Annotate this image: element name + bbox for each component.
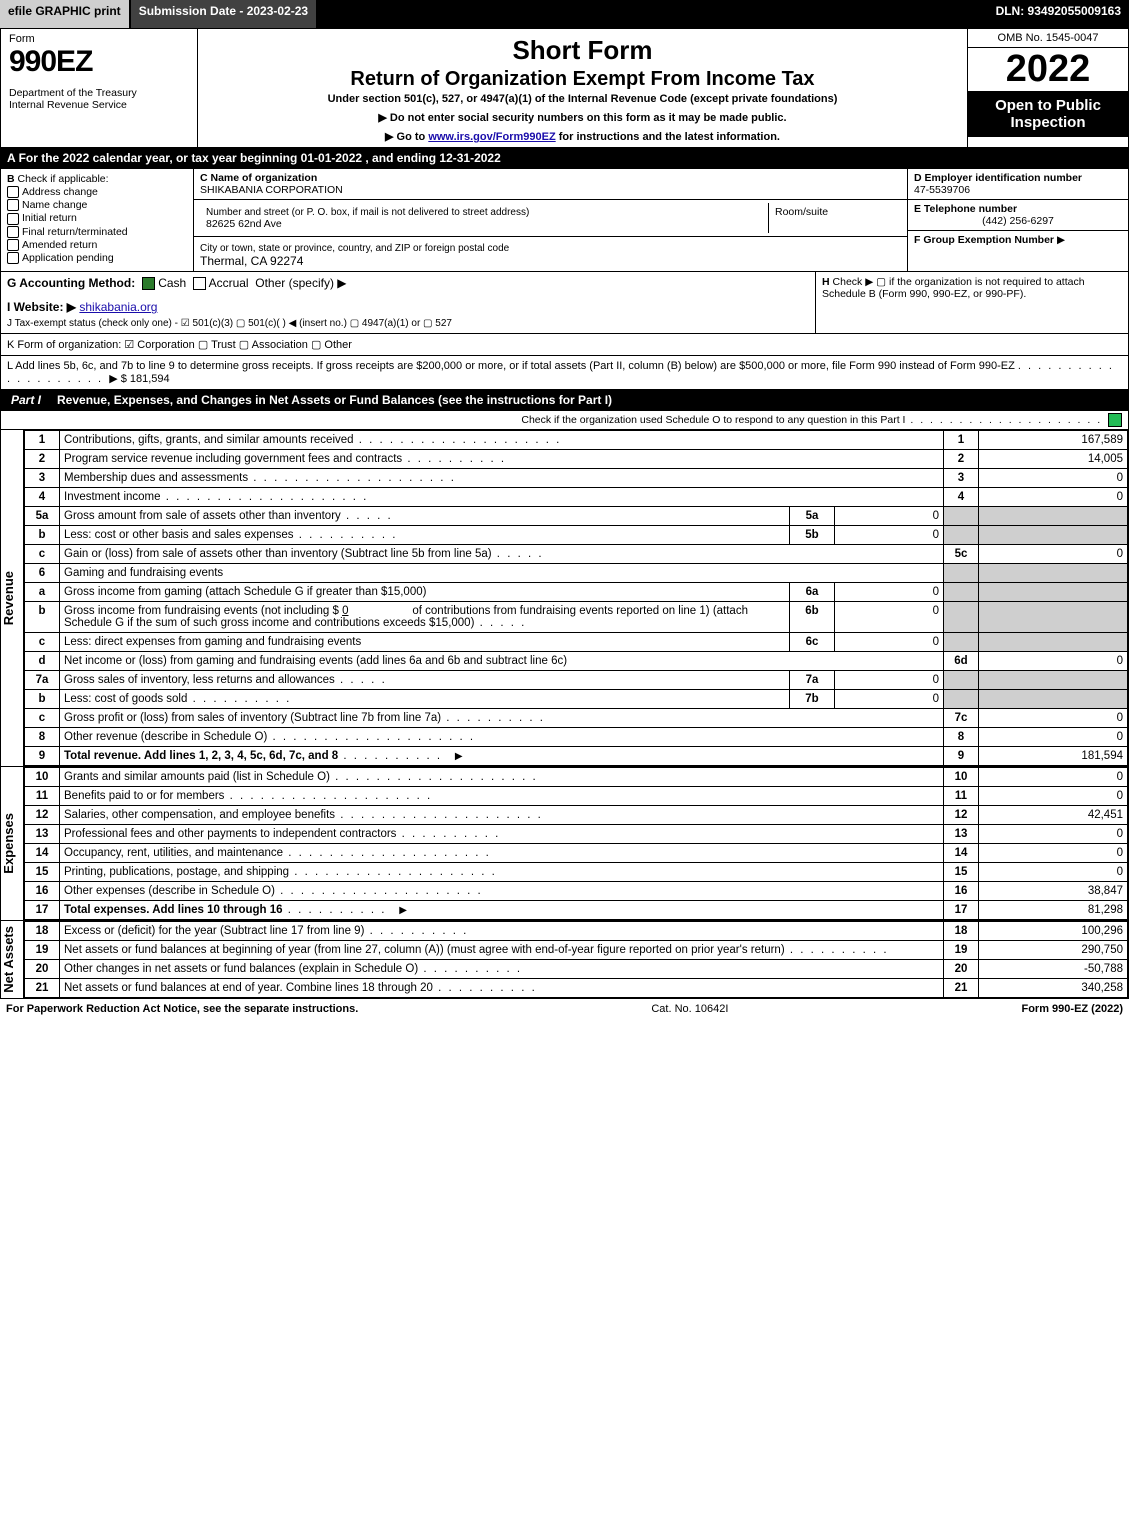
h-box: H Check ▶ ▢ if the organization is not r… (815, 272, 1128, 333)
line-6d-val: 0 (979, 652, 1128, 671)
subtitle: Under section 501(c), 527, or 4947(a)(1)… (206, 93, 959, 105)
open-public: Open to Public Inspection (968, 91, 1128, 137)
dln: DLN: 93492055009163 (988, 0, 1129, 28)
line-8-val: 0 (979, 728, 1128, 747)
side-revenue: Revenue (1, 571, 23, 625)
line-13-val: 0 (979, 825, 1128, 844)
line-7c-val: 0 (979, 709, 1128, 728)
l-line: L Add lines 5b, 6c, and 7b to line 9 to … (0, 356, 1129, 390)
col-b: B Check if applicable: Address change Na… (1, 169, 194, 271)
g-label: G Accounting Method: (7, 276, 135, 290)
chk-initial-return[interactable]: Initial return (7, 212, 187, 224)
line-2-val: 14,005 (979, 450, 1128, 469)
netassets-table: 18Excess or (deficit) for the year (Subt… (24, 921, 1128, 998)
org-name: SHIKABANIA CORPORATION (200, 184, 343, 196)
page-footer: For Paperwork Reduction Act Notice, see … (0, 999, 1129, 1019)
line-14-val: 0 (979, 844, 1128, 863)
tax-year: 2022 (968, 48, 1128, 91)
header-mid: Short Form Return of Organization Exempt… (198, 29, 967, 147)
section-bcdef: B Check if applicable: Address change Na… (0, 169, 1129, 272)
note-ssn: ▶ Do not enter social security numbers o… (206, 111, 959, 124)
k-line: K Form of organization: ☑ Corporation ▢ … (0, 334, 1129, 356)
chk-accrual[interactable] (193, 277, 206, 290)
website-link[interactable]: shikabania.org (79, 300, 157, 314)
chk-amended[interactable]: Amended return (7, 239, 187, 251)
part-i-label: Part I (1, 390, 51, 410)
line-11-val: 0 (979, 787, 1128, 806)
ein: 47-5539706 (914, 184, 970, 196)
footer-catno: Cat. No. 10642I (651, 1003, 728, 1015)
expenses-block: Expenses 10Grants and similar amounts pa… (0, 767, 1129, 921)
form-number: 990EZ (9, 45, 189, 79)
room-label: Room/suite (769, 203, 901, 233)
j-tax-exempt: J Tax-exempt status (check only one) - ☑… (7, 318, 809, 329)
footer-right: Form 990-EZ (2022) (1021, 1003, 1123, 1015)
addr-label: Number and street (or P. O. box, if mail… (206, 207, 529, 218)
footer-left: For Paperwork Reduction Act Notice, see … (6, 1003, 358, 1015)
expenses-table: 10Grants and similar amounts paid (list … (24, 767, 1128, 920)
line-17-val: 81,298 (979, 901, 1128, 920)
line-5c-val: 0 (979, 545, 1128, 564)
chk-final-return[interactable]: Final return/terminated (7, 226, 187, 238)
line-15-val: 0 (979, 863, 1128, 882)
irs-link[interactable]: www.irs.gov/Form990EZ (428, 131, 555, 143)
line-4-val: 0 (979, 488, 1128, 507)
omb: OMB No. 1545-0047 (968, 29, 1128, 48)
efile-print: efile GRAPHIC print (0, 0, 131, 28)
phone: (442) 256-6297 (914, 215, 1122, 227)
chk-name-change[interactable]: Name change (7, 199, 187, 211)
line-12-val: 42,451 (979, 806, 1128, 825)
line-20-val: -50,788 (979, 960, 1128, 979)
line-21-val: 340,258 (979, 979, 1128, 998)
side-netassets: Net Assets (1, 926, 23, 993)
gross-receipts: ▶ $ 181,594 (109, 373, 169, 385)
title-return: Return of Organization Exempt From Incom… (206, 68, 959, 91)
chk-cash[interactable] (142, 277, 155, 290)
line-18-val: 100,296 (979, 922, 1128, 941)
side-expenses: Expenses (1, 813, 23, 874)
top-bar: efile GRAPHIC print Submission Date - 20… (0, 0, 1129, 28)
schedule-o-check: Check if the organization used Schedule … (0, 411, 1129, 430)
netassets-block: Net Assets 18Excess or (deficit) for the… (0, 921, 1129, 999)
city-label: City or town, state or province, country… (200, 243, 509, 254)
line-9-val: 181,594 (979, 747, 1128, 766)
submission-date: Submission Date - 2023-02-23 (131, 0, 318, 28)
city-state-zip: Thermal, CA 92274 (200, 254, 303, 268)
section-a: A For the 2022 calendar year, or tax yea… (0, 148, 1129, 169)
col-def: D Employer identification number47-55397… (907, 169, 1128, 271)
note-goto: ▶ Go to www.irs.gov/Form990EZ for instru… (206, 130, 959, 143)
dept: Department of the Treasury Internal Reve… (9, 87, 189, 111)
phone-label: E Telephone number (914, 203, 1017, 215)
form-word: Form (9, 33, 189, 45)
line-19-val: 290,750 (979, 941, 1128, 960)
website-label: I Website: ▶ (7, 300, 76, 314)
header-left: Form 990EZ Department of the Treasury In… (1, 29, 198, 147)
part-i-title: Revenue, Expenses, and Changes in Net As… (51, 390, 1128, 410)
group-exempt-label: F Group Exemption Number (914, 234, 1054, 246)
revenue-block: Revenue 1Contributions, gifts, grants, a… (0, 430, 1129, 767)
title-short-form: Short Form (206, 35, 959, 66)
chk-schedule-o[interactable] (1108, 413, 1122, 427)
col-c: C Name of organization SHIKABANIA CORPOR… (194, 169, 907, 271)
line-10-val: 0 (979, 768, 1128, 787)
chk-address-change[interactable]: Address change (7, 186, 187, 198)
revenue-table: 1Contributions, gifts, grants, and simil… (24, 430, 1128, 766)
line-1-val: 167,589 (979, 431, 1128, 450)
street-address: 82625 62nd Ave (206, 218, 282, 230)
ein-label: D Employer identification number (914, 172, 1082, 184)
header-right: OMB No. 1545-0047 2022 Open to Public In… (967, 29, 1128, 147)
part-i-bar: Part I Revenue, Expenses, and Changes in… (0, 390, 1129, 411)
line-3-val: 0 (979, 469, 1128, 488)
section-gh: G Accounting Method: Cash Accrual Other … (0, 272, 1129, 334)
chk-app-pending[interactable]: Application pending (7, 252, 187, 264)
c-name-label: C Name of organization (200, 172, 317, 184)
line-16-val: 38,847 (979, 882, 1128, 901)
form-header: Form 990EZ Department of the Treasury In… (0, 28, 1129, 148)
